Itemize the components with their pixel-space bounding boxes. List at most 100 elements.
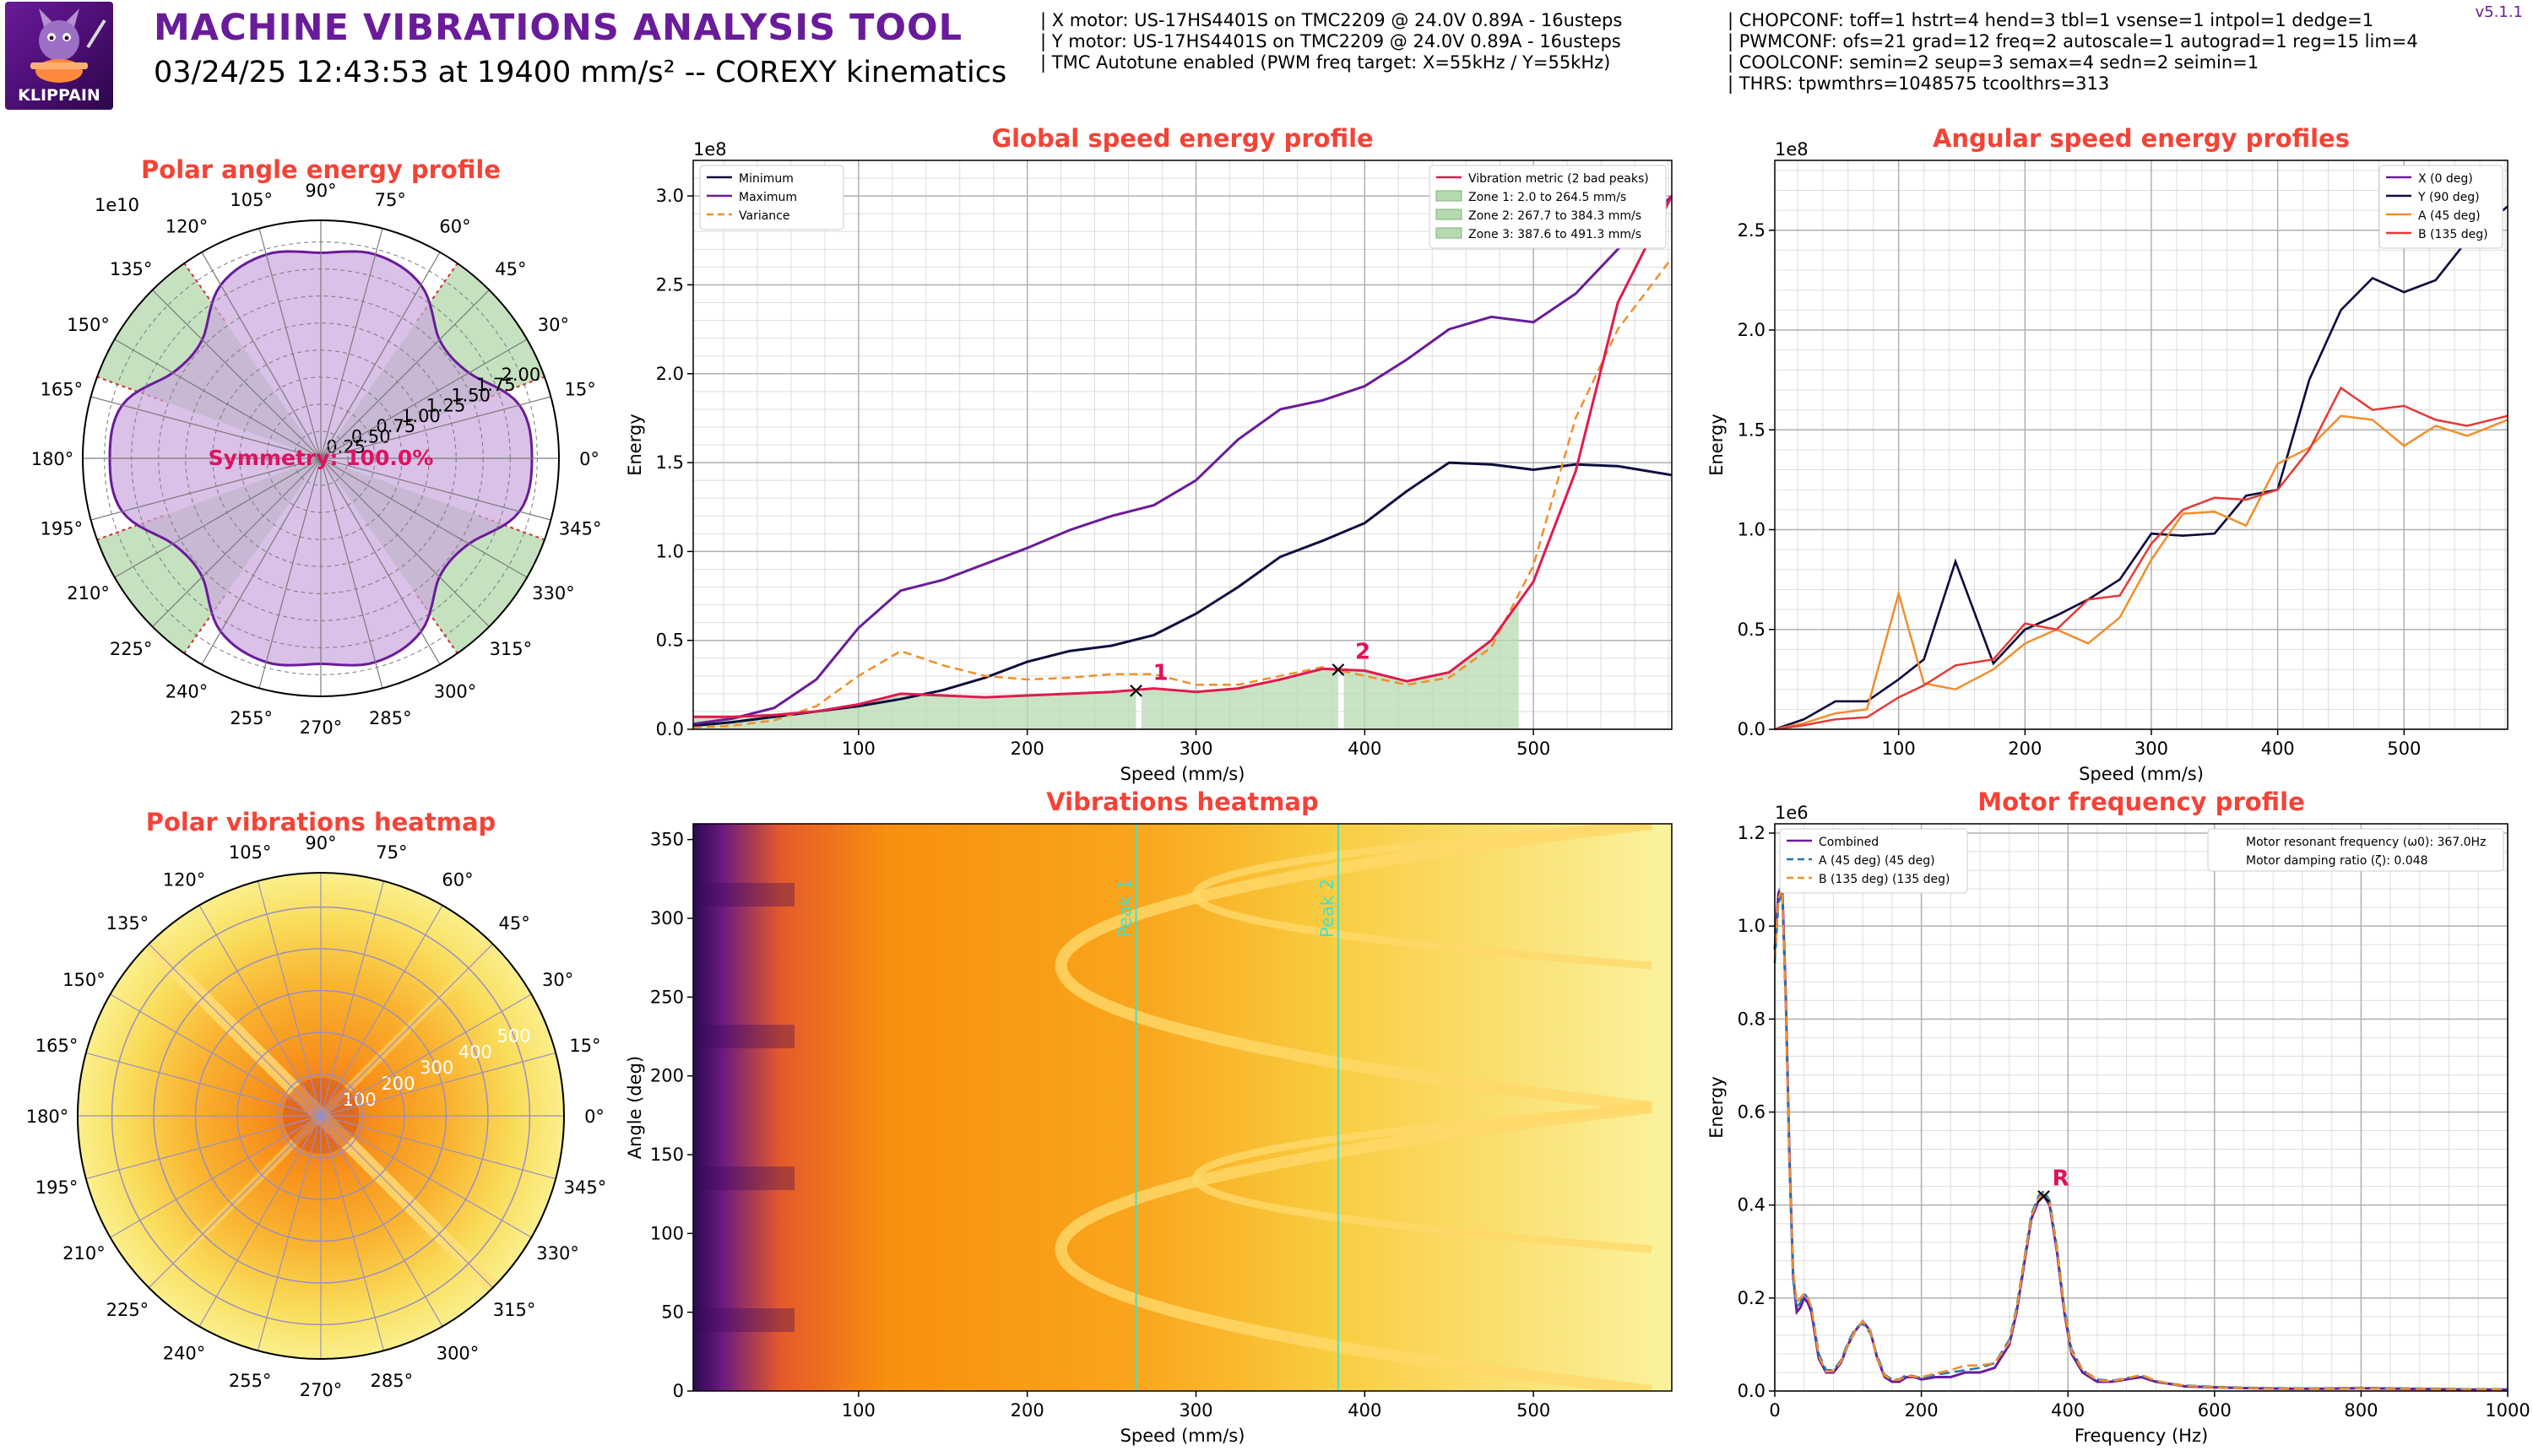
polar-spoke [320, 228, 383, 459]
y-tick-label: 0.5 [656, 631, 684, 651]
series-line [1774, 386, 2509, 731]
angle-tick-label: 180° [26, 1107, 69, 1127]
legend-entry: Zone 1: 2.0 to 264.5 mm/s [1468, 191, 1626, 204]
polar-spoke [198, 905, 322, 1117]
polar-spoke [320, 943, 494, 1117]
chart-title: Global speed energy profile [991, 124, 1373, 153]
polar-spoke [320, 457, 441, 665]
x-axis-label: Speed (mm/s) [2079, 764, 2204, 784]
legend-entry: Vibration metric (2 bad peaks) [1468, 172, 1649, 186]
angle-tick-label: 315° [493, 1300, 536, 1320]
plot-area [1775, 824, 2508, 1391]
angle-tick-label: 315° [490, 639, 533, 659]
x-tick-label: 300 [1179, 1400, 1212, 1421]
radial-tick-label: 300 [420, 1058, 453, 1078]
y-tick-label: 2.5 [1738, 220, 1766, 241]
polar-spoke [90, 396, 322, 459]
legend-entry: A (45 deg) [2418, 209, 2481, 223]
y-tick-label: 1.0 [656, 541, 684, 561]
angle-tick-label: 210° [67, 583, 110, 604]
y-tick-label: 150 [650, 1145, 684, 1165]
resonance-band [1055, 1101, 1652, 1391]
angle-tick-label: 255° [229, 1371, 272, 1391]
x-axis-label: Speed (mm/s) [1120, 1426, 1245, 1446]
angle-tick-label: 105° [229, 842, 272, 863]
peak-label: R [2053, 1166, 2069, 1192]
angle-tick-label: 285° [369, 708, 412, 728]
x-tick-label: 500 [2387, 739, 2421, 759]
low-vibration-zone [1141, 668, 1338, 729]
angle-tick-label: 240° [163, 1344, 206, 1364]
zone-boundary [416, 263, 458, 322]
x-tick-label: 600 [2198, 1400, 2232, 1421]
radial-tick-label: 1.25 [426, 396, 466, 416]
legend-box [1779, 828, 1968, 894]
y-axis-label: Angle (deg) [625, 1056, 645, 1159]
legend-entry: Combined [1819, 836, 1879, 849]
polar-spoke [258, 228, 322, 459]
polar-spoke [148, 1115, 322, 1289]
polar-spoke [201, 457, 322, 665]
y-tick-label: 0.4 [1738, 1195, 1766, 1215]
chart-title: Polar vibrations heatmap [146, 808, 496, 836]
y-tick-label: 2.0 [1738, 320, 1766, 340]
thrs-info: | THRS: tpwmthrs=1048575 tcoolthrs=313 [1728, 73, 2110, 94]
angle-tick-label: 270° [300, 1380, 343, 1400]
y-tick-label: 50 [661, 1302, 684, 1323]
polar-spoke [320, 1115, 532, 1238]
series-line [692, 461, 1673, 728]
angle-tick-label: 135° [106, 913, 149, 934]
x-tick-label: 300 [1179, 739, 1212, 759]
y-scale-label: 1e6 [1775, 803, 1809, 823]
legend-swatch [1435, 208, 1462, 220]
y-tick-label: 1.5 [1738, 419, 1766, 440]
x-tick-label: 200 [1905, 1400, 1939, 1421]
angle-tick-label: 90° [305, 833, 336, 853]
heatmap-bands [693, 824, 1652, 1391]
polar-spoke [320, 252, 441, 459]
polar-spoke [320, 338, 528, 459]
legend-entry: Minimum [739, 172, 794, 186]
peak-line-label: Peak 1 [1115, 879, 1136, 938]
radial-tick-label: 2.00 [501, 365, 540, 385]
legend-entry: Zone 2: 267.7 to 384.3 mm/s [1468, 209, 1641, 223]
polar-spoke [85, 1115, 322, 1180]
angle-tick-label: 195° [35, 1177, 79, 1198]
resonance-band [1055, 824, 1652, 1113]
angle-tick-label: 195° [41, 518, 84, 539]
x-tick-label: 400 [1348, 1400, 1381, 1421]
plot-frame [1774, 160, 2509, 730]
heatmap-streak [693, 1025, 795, 1048]
peak-label: 2 [1355, 639, 1370, 664]
version-label: v5.1.1 [2475, 3, 2523, 21]
angle-tick-label: 150° [62, 970, 106, 990]
legend-entry: A (45 deg) (45 deg) [1819, 854, 1935, 868]
motor-info-text: Motor damping ratio (ζ): 0.048 [2246, 854, 2428, 868]
x-tick-label: 800 [2344, 1400, 2378, 1421]
x-tick-label: 500 [1516, 1400, 1550, 1421]
angle-tick-label: 150° [67, 315, 110, 335]
pwmconf-info: | PWMCONF: ofs=21 grad=12 freq=2 autosca… [1728, 31, 2418, 51]
y-tick-label: 0.2 [1738, 1288, 1766, 1308]
x-tick-label: 100 [842, 739, 876, 759]
motor-y-info: | Y motor: US-17HS4401S on TMC2209 @ 24.… [1040, 31, 1621, 51]
y-tick-label: 1.0 [1738, 916, 1766, 936]
polar-spoke [90, 457, 322, 521]
angle-tick-label: 300° [437, 1344, 480, 1364]
angle-tick-label: 30° [542, 970, 573, 990]
y-axis-label: Energy [1706, 414, 1727, 476]
legend-entry: Y (90 deg) [2417, 191, 2480, 204]
peak-label: 1 [1153, 661, 1169, 686]
y-tick-label: 0.0 [1738, 1381, 1766, 1401]
angle-tick-label: 165° [35, 1036, 79, 1056]
radial-scale-label: 1e10 [95, 195, 139, 215]
y-axis-label: Energy [1706, 1076, 1727, 1139]
x-tick-label: 100 [842, 1400, 876, 1421]
polar-spoke [320, 290, 490, 459]
coolconf-info: | COOLCONF: semin=2 seup=3 semax=4 sedn=… [1728, 52, 2259, 73]
zone-boundary [96, 376, 164, 402]
angle-tick-label: 135° [110, 259, 153, 279]
plot-frame [692, 823, 1673, 1392]
x-tick-label: 200 [1011, 739, 1044, 759]
